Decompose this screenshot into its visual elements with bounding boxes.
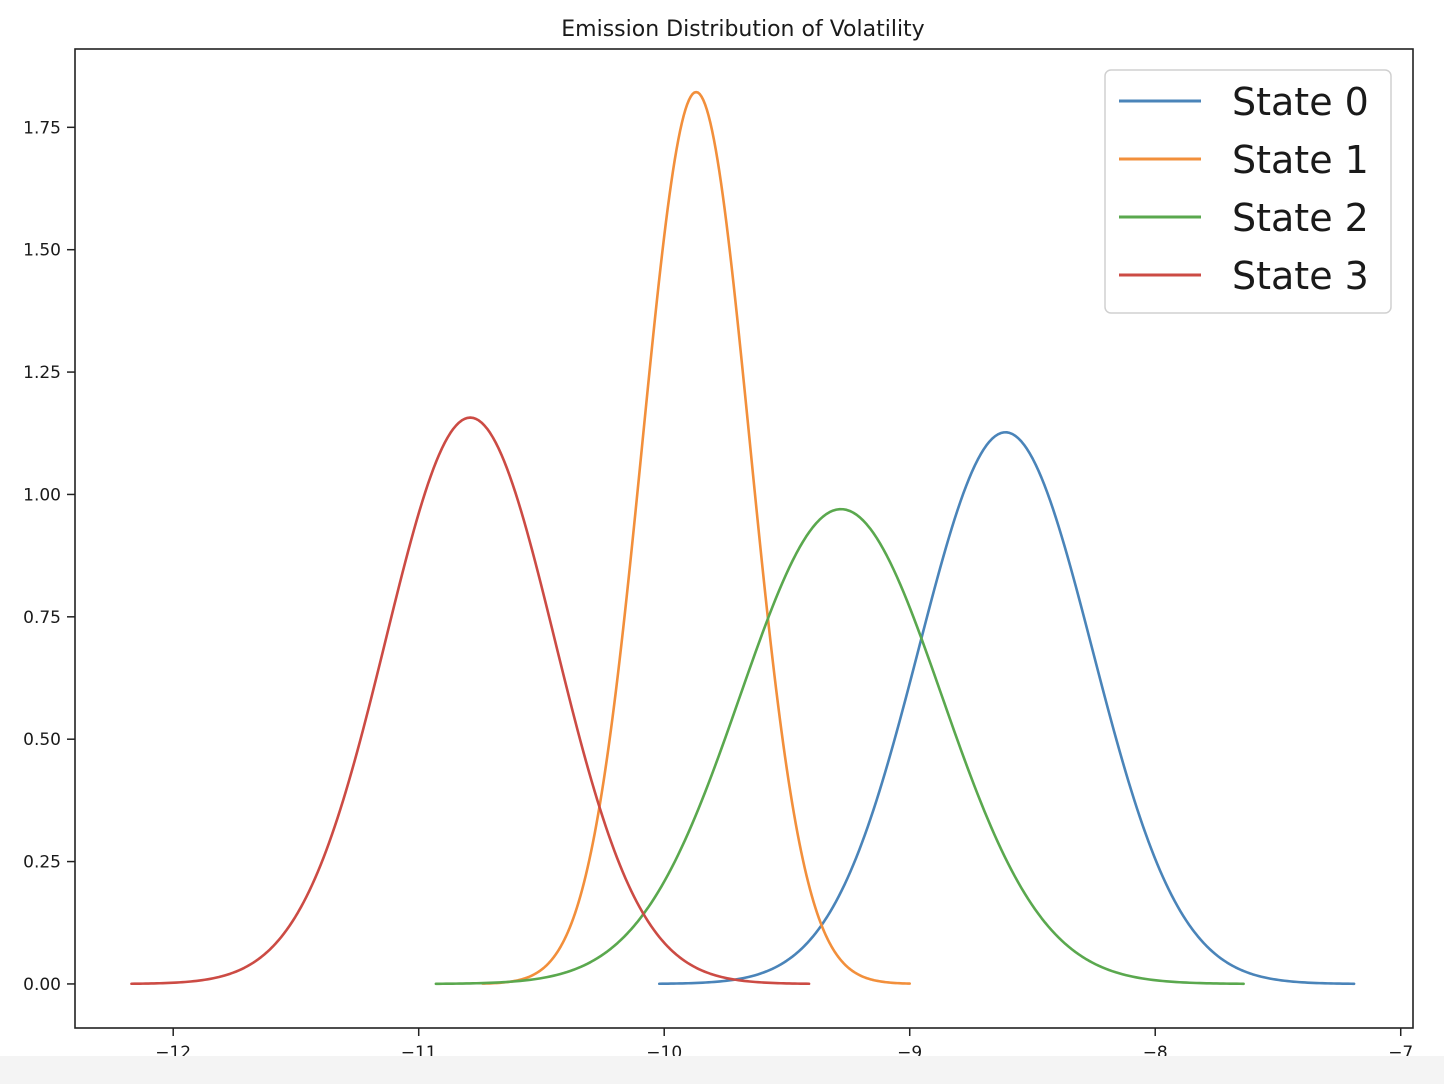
- y-tick-label: 1.25: [23, 363, 61, 383]
- legend: State 0 State 1 State 2 State 3: [1104, 69, 1392, 314]
- y-tick-label: 0.00: [23, 975, 61, 995]
- legend-label-state-1: State 1: [1232, 138, 1369, 182]
- series-line-state-0: [658, 431, 1356, 986]
- y-tick-label: 1.00: [23, 485, 61, 505]
- y-tick-label: 1.50: [23, 241, 61, 261]
- series-line-state-3: [130, 416, 811, 986]
- legend-label-state-3: State 3: [1232, 254, 1369, 298]
- series-line-state-2: [434, 507, 1245, 986]
- legend-box: [1104, 69, 1392, 314]
- y-tick-label: 1.75: [23, 118, 61, 138]
- y-axis: 0.00 0.25 0.50 0.75 1.00 1.25 1.50 1.75: [23, 118, 75, 995]
- y-tick-label: 0.50: [23, 730, 61, 750]
- y-tick-label: 0.75: [23, 608, 61, 628]
- y-tick-label: 0.25: [23, 853, 61, 873]
- series-layer: [130, 90, 1356, 986]
- chart-title: Emission Distribution of Volatility: [561, 17, 924, 42]
- bottom-strip: [0, 1056, 1444, 1084]
- legend-label-state-2: State 2: [1232, 196, 1369, 240]
- legend-label-state-0: State 0: [1232, 80, 1369, 124]
- series-line-state-1: [481, 90, 912, 985]
